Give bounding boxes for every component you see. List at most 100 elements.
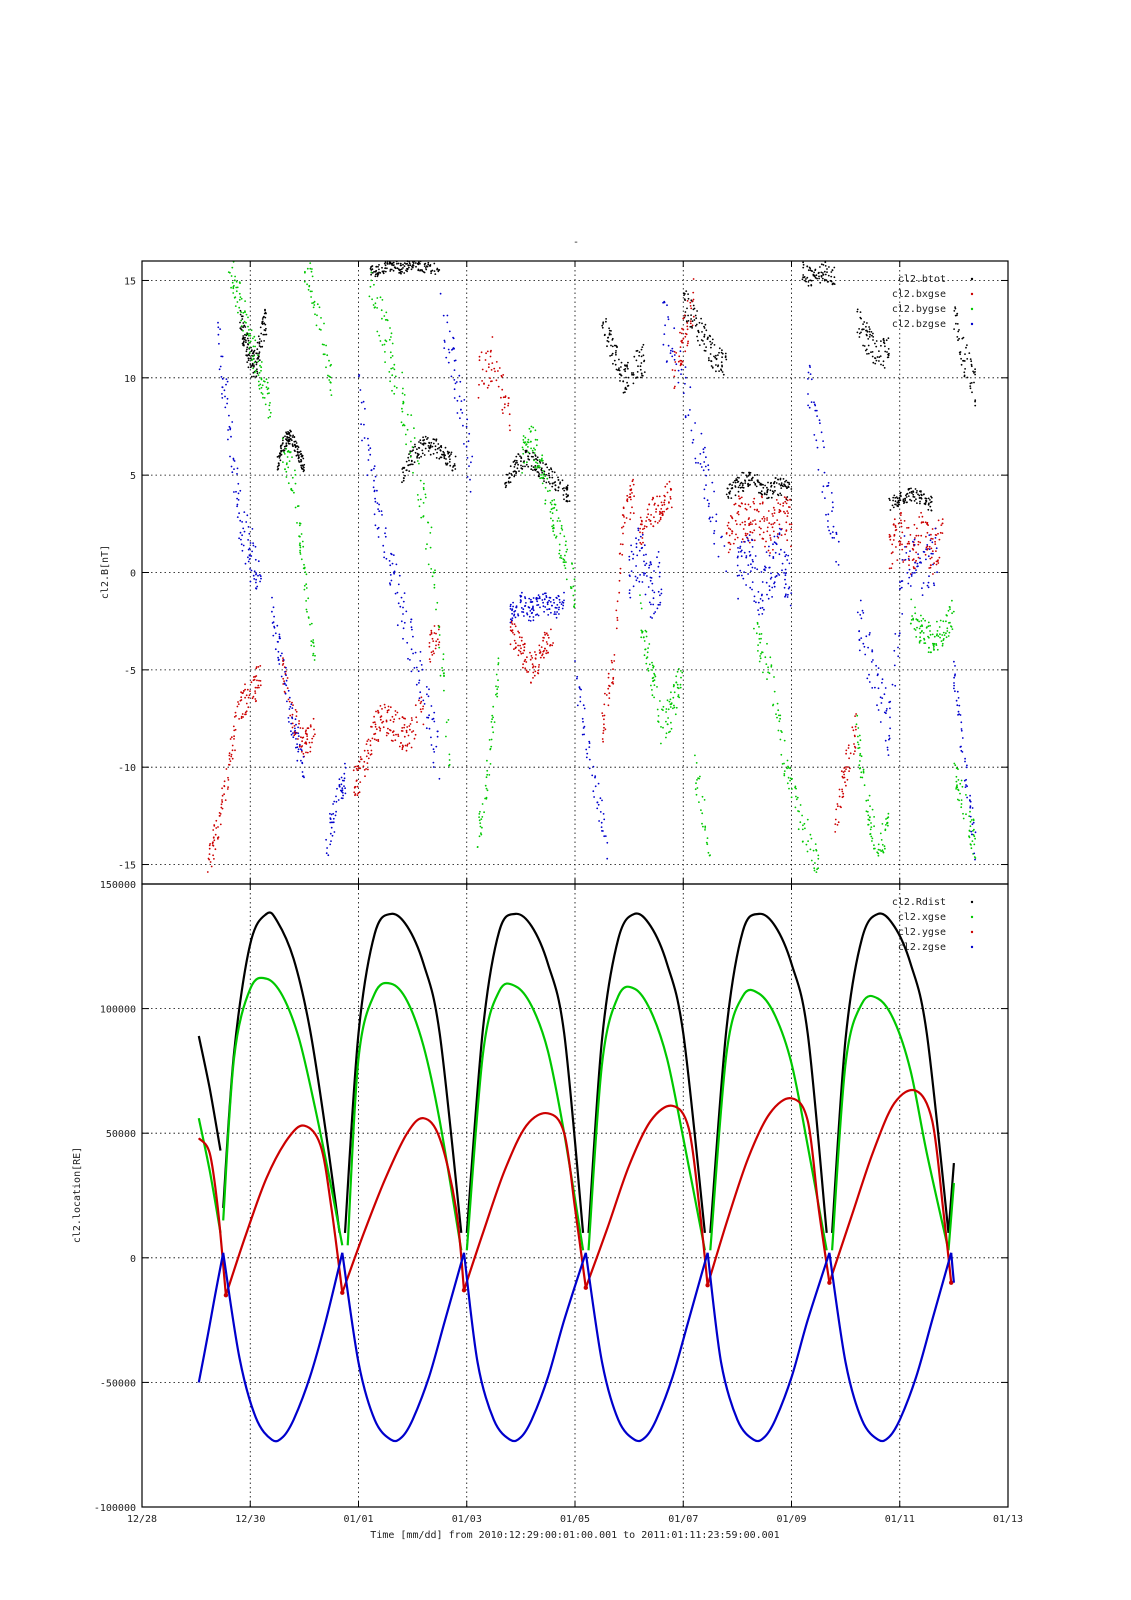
data-point (613, 660, 616, 662)
data-point (790, 592, 793, 594)
data-point (522, 465, 524, 468)
data-point (312, 717, 315, 720)
data-point (283, 690, 286, 693)
data-point (253, 335, 256, 338)
data-point (680, 676, 682, 679)
data-point (907, 495, 910, 497)
data-point (626, 494, 629, 497)
data-point (370, 753, 373, 755)
data-point (703, 343, 706, 345)
data-point (255, 572, 258, 574)
data-point (653, 591, 656, 594)
data-point (295, 715, 298, 717)
data-point (702, 448, 705, 451)
data-point (766, 526, 769, 529)
data-point (228, 758, 231, 760)
data-point (532, 671, 535, 674)
data-point (875, 664, 877, 667)
data-point (250, 365, 253, 367)
data-point (447, 452, 450, 455)
data-point (298, 544, 301, 546)
data-point (213, 858, 215, 860)
data-point (736, 479, 738, 481)
data-point (650, 577, 653, 579)
data-point (706, 338, 709, 340)
data-point (639, 516, 642, 519)
data-point (608, 697, 611, 699)
data-point (870, 826, 873, 828)
data-point (295, 723, 297, 726)
data-point (264, 316, 267, 319)
data-point (691, 441, 694, 444)
data-point (838, 795, 841, 798)
data-point (807, 404, 809, 407)
data-point (703, 497, 706, 500)
data-point (285, 431, 287, 434)
data-point (306, 283, 308, 286)
data-point (865, 348, 868, 351)
data-point (246, 514, 249, 517)
data-point (783, 572, 785, 574)
data-point (667, 318, 670, 321)
data-point (748, 524, 750, 527)
data-point (442, 658, 445, 661)
x-tick-label: 01/05 (560, 1514, 590, 1525)
data-point (633, 495, 635, 498)
data-point (293, 734, 296, 737)
data-point (566, 486, 569, 489)
data-point (237, 492, 240, 495)
data-point (694, 422, 696, 424)
data-point (427, 695, 430, 698)
data-point (344, 792, 347, 795)
data-point (955, 788, 957, 790)
data-point (649, 579, 652, 582)
data-point (974, 858, 976, 861)
data-point (422, 705, 425, 708)
data-point (228, 414, 230, 417)
data-point (522, 435, 525, 437)
data-point (255, 369, 257, 372)
data-point (608, 332, 611, 335)
data-point (224, 406, 227, 409)
data-point (312, 642, 315, 644)
data-point (248, 341, 251, 344)
data-point (448, 764, 450, 767)
data-point (439, 449, 442, 451)
data-point (258, 387, 261, 390)
data-point (422, 515, 425, 518)
data-point (454, 455, 457, 458)
data-point (647, 513, 650, 516)
data-point (513, 466, 516, 468)
data-point (632, 512, 635, 515)
data-point (264, 311, 267, 314)
data-point (257, 666, 260, 668)
data-point (657, 565, 660, 568)
data-point (653, 612, 655, 615)
data-point (370, 273, 372, 276)
data-point (243, 324, 246, 327)
data-point (259, 580, 261, 583)
data-point (576, 677, 578, 680)
data-point (509, 481, 512, 484)
series-cl2-btot (239, 260, 977, 512)
data-point (306, 735, 308, 737)
data-point (886, 356, 889, 359)
data-point (835, 533, 838, 535)
data-point (773, 512, 776, 514)
data-point (560, 554, 562, 557)
data-point (538, 464, 540, 467)
data-point (515, 471, 518, 473)
data-point (437, 443, 440, 445)
data-point (857, 735, 859, 738)
data-point (680, 340, 683, 342)
data-point (610, 354, 613, 357)
data-point (628, 592, 631, 595)
data-point (956, 704, 959, 707)
data-point (963, 371, 966, 374)
data-point (426, 543, 428, 546)
data-point (596, 801, 599, 804)
data-point (829, 279, 832, 282)
data-point (842, 792, 845, 795)
data-point (287, 689, 290, 692)
data-point (844, 781, 846, 784)
